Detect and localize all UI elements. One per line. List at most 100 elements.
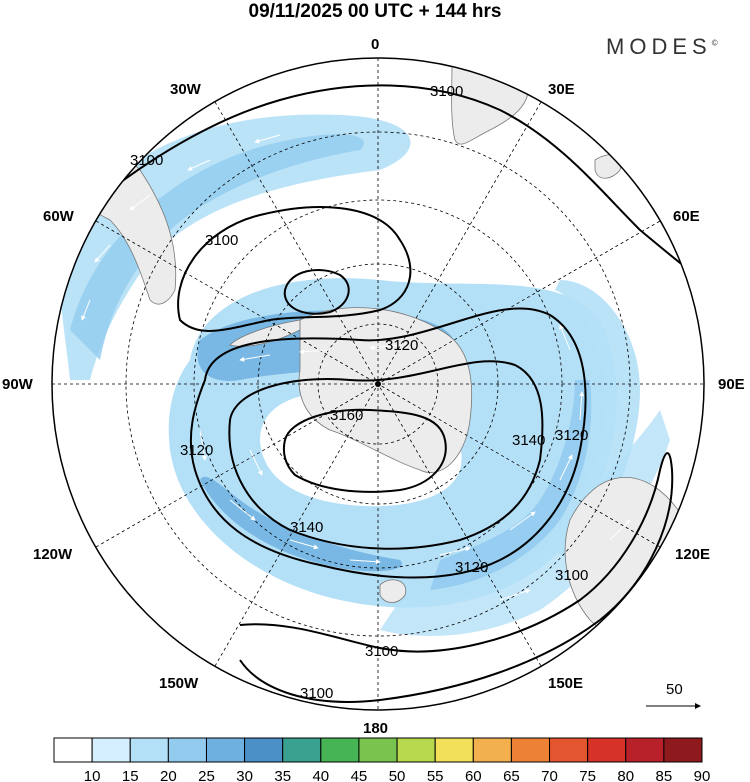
jet-band-nw (70, 134, 364, 360)
contour-label: 3100 (430, 83, 463, 100)
contour-3100-inner (177, 206, 412, 332)
contour-label: 3120 (385, 337, 418, 354)
contour-label: 3100 (205, 232, 238, 249)
reference-vector-label: 50 (666, 681, 683, 698)
colorbar-swatch (320, 737, 360, 763)
contour-label: 3140 (290, 519, 323, 536)
wind-arrow (254, 134, 281, 144)
colorbar-swatch (244, 737, 284, 763)
brand-mark: © (711, 38, 718, 48)
wind-arrow (559, 454, 573, 481)
contour-label: 3100 (365, 643, 398, 660)
wind-vectors (81, 134, 631, 601)
lon-label-120e: 120E (675, 546, 710, 563)
wind-arrow (369, 344, 401, 351)
wind-arrow (229, 499, 256, 521)
wind-arrow (579, 391, 585, 421)
contour-label: 3160 (330, 407, 363, 424)
colorbar-tick-label: 20 (160, 768, 177, 782)
reference-vector: 50 (646, 681, 701, 709)
wind-arrow (239, 354, 271, 362)
colorbar-tick-label: 45 (351, 768, 368, 782)
wind-arrow (559, 324, 571, 351)
lon-label-30e: 30E (548, 81, 575, 98)
wind-arrow (249, 449, 263, 476)
lon-label-150w: 150W (159, 675, 199, 692)
contour-label: 3120 (555, 427, 588, 444)
height-contours (109, 84, 704, 703)
map-boundary (51, 57, 705, 711)
contour-label: 3100 (300, 685, 333, 702)
colorbar-swatch (510, 737, 551, 763)
colorbar-swatch (205, 737, 246, 763)
brand-logo: MODES© (606, 34, 718, 60)
wind-arrow (299, 349, 331, 355)
colorbar-swatch (549, 737, 589, 763)
colorbar-swatch (663, 737, 703, 763)
colorbar-tick-label: 55 (427, 768, 444, 782)
contour-3100-south (239, 452, 674, 703)
wind-arrow (439, 546, 471, 556)
new-zealand (379, 579, 407, 603)
colorbar-tick-label: 85 (656, 768, 673, 782)
lon-label-90e: 90E (718, 376, 745, 393)
colorbar-swatch (625, 737, 665, 763)
colorbar-tick-label: 10 (84, 768, 101, 782)
colorbar-swatch (472, 737, 512, 763)
longitude-labels: 0 30E 60E 90E 120E 150E 180 150W 120W 90… (2, 36, 745, 737)
colorbar-swatch (358, 737, 398, 763)
wind-arrow (94, 244, 111, 263)
contour-label: 3140 (512, 432, 545, 449)
wind-arrow (609, 519, 631, 541)
colorbar-tick-label: 35 (274, 768, 291, 782)
colorbar-tick-label: 75 (579, 768, 596, 782)
wind-arrow (81, 299, 91, 321)
contour-3100-north (109, 84, 704, 301)
colorbar-swatch (282, 737, 322, 763)
colorbar-swatch (91, 737, 131, 763)
contour-3140 (228, 360, 544, 550)
map-title: 09/11/2025 00 UTC + 144 hrs (248, 1, 502, 22)
colorbar-tick-label: 30 (236, 768, 253, 782)
colorbar-tick-label: 80 (617, 768, 634, 782)
wind-arrow (199, 429, 207, 461)
colorbar-tick-label: 50 (389, 768, 406, 782)
wind-arrow (499, 588, 531, 601)
colorbar-swatch (587, 737, 627, 763)
colorbar-tick-label: 15 (122, 768, 139, 782)
lon-label-90w: 90W (2, 376, 34, 393)
contour-label: 3120 (455, 559, 488, 576)
lon-label-180: 180 (363, 720, 388, 737)
contour-low-center (283, 269, 350, 315)
colorbar: 10 15 20 25 30 35 40 45 50 55 60 65 70 75 80 85 90 (53, 737, 711, 782)
wind-arrow (349, 559, 381, 565)
wind-arrow (509, 511, 536, 531)
lon-label-120w: 120W (33, 546, 73, 563)
colorbar-tick-label: 65 (503, 768, 520, 782)
jet-core-southwest (200, 476, 402, 572)
colorbar-swatch (167, 737, 207, 763)
colorbar-swatch (53, 737, 93, 763)
contour-label: 3120 (180, 442, 213, 459)
lon-label-0: 0 (371, 36, 379, 53)
lon-label-60w: 60W (43, 208, 75, 225)
lon-label-60e: 60E (673, 208, 700, 225)
colorbar-tick-label: 90 (694, 768, 711, 782)
colorbar-tick-label: 40 (312, 768, 329, 782)
colorbar-tick-label: 60 (465, 768, 482, 782)
colorbar-swatch (434, 737, 474, 763)
lon-label-30w: 30W (170, 81, 202, 98)
contour-3120-outer (189, 307, 587, 579)
map-disk (52, 58, 704, 710)
colorbar-tick-label: 70 (541, 768, 558, 782)
contour-label: 3100 (555, 567, 588, 584)
colorbar-swatch (396, 737, 436, 763)
wind-arrow (129, 194, 151, 211)
contour-label-group: 3100 3100 3100 3120 3120 3120 3120 3140 … (130, 83, 588, 702)
wind-arrow (187, 159, 211, 171)
colorbar-swatch (129, 737, 169, 763)
contour-3160 (282, 408, 447, 493)
brand-text: MODES (606, 34, 712, 59)
wind-arrow (289, 539, 319, 550)
